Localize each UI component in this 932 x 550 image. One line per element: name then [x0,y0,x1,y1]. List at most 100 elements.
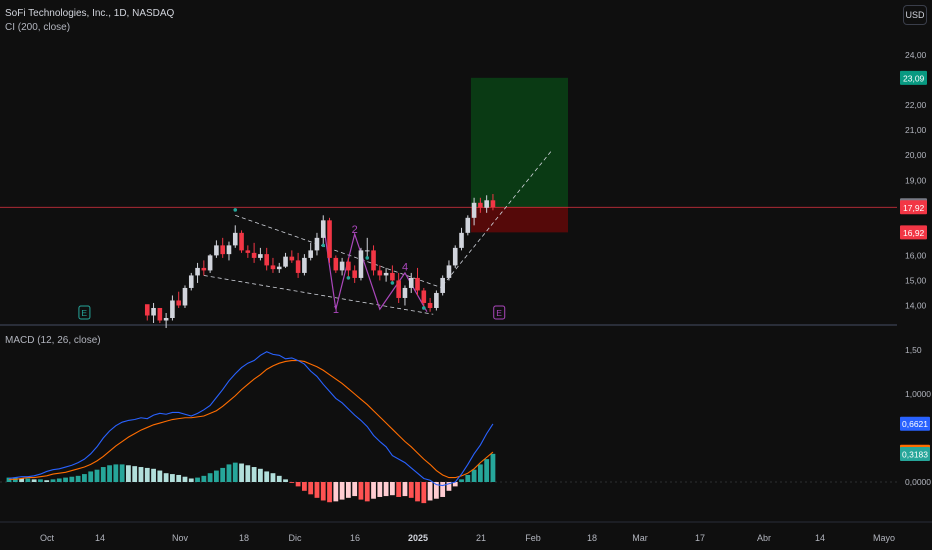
macd-histogram-bar [151,468,156,482]
candle-body [270,265,276,270]
price-tag-label: 17,92 [903,203,925,213]
projection-line [442,149,553,286]
macd-histogram-bar [132,466,138,482]
macd-histogram-bar [264,471,270,482]
macd-histogram-bar [100,467,106,482]
candle-body [295,260,301,273]
price-tag-label: 23,09 [903,73,925,83]
macd-histogram-bar [75,475,81,482]
macd-histogram-bar [44,480,50,482]
candle-body [377,270,383,276]
candle-body [163,318,169,321]
wedge-upper-line [235,214,446,290]
macd-histogram-bar [295,482,301,487]
time-axis-tick: 18 [239,533,249,543]
macd-histogram-bar [144,467,150,482]
candle-body [308,250,313,258]
price-tag-label: 16,92 [903,228,925,238]
macd-histogram-bar [471,469,477,482]
candle-body [314,237,320,251]
macd-histogram-bar [188,478,194,482]
macd-histogram-bar [314,482,320,498]
time-axis-tick: 2025 [408,533,428,543]
macd-histogram-bar [119,464,125,482]
macd-indicator-label[interactable]: MACD (12, 26, close) [5,335,101,346]
time-axis-tick: 21 [476,533,486,543]
macd-histogram-bar [383,482,389,497]
earnings-badge-label: E [496,308,502,318]
candle-body [402,287,408,298]
candle-body [383,272,389,276]
candle-body [302,257,307,273]
time-axis-tick: Feb [525,533,541,543]
candle-body [327,220,332,258]
candle-body [151,307,156,316]
candle-body [276,266,282,270]
macd-histogram-bar [207,473,213,482]
price-axis-tick: 21,00 [905,125,927,135]
macd-histogram-bar [364,482,370,502]
time-axis-tick: Abr [757,533,771,543]
macd-histogram-bar [320,482,326,501]
macd-histogram-bar [170,474,175,482]
price-axis-tick: 16,00 [905,250,927,260]
candle-body [201,267,207,271]
macd-histogram-bar [421,482,427,504]
candle-body [396,280,401,298]
macd-histogram-bar [126,465,131,482]
price-tag [900,200,927,215]
price-axis-tick: 24,00 [905,50,927,60]
time-axis-tick: 16 [350,533,360,543]
macd-histogram-bar [433,482,439,499]
ci-signal-dot [365,256,370,260]
macd-histogram-bar [459,479,464,482]
macd-histogram-bar [358,482,364,500]
currency-button[interactable]: USD [903,5,927,25]
candle-body [258,254,263,258]
candle-body [144,304,150,316]
candle-body [232,232,238,246]
macd-histogram-bar [371,482,376,499]
macd-axis-tick: 0,0000 [905,477,931,487]
macd-histogram-bar [157,470,163,482]
macd-value-tag-label: 0,6621 [902,419,928,429]
macd-histogram-bar [182,476,188,482]
earnings-badge [493,305,506,320]
candle-body [176,300,181,306]
candle-body [170,300,175,318]
macd-histogram-bar [176,474,182,482]
earnings-badge [78,305,91,320]
candle-body [471,202,477,218]
macd-histogram-bar [226,464,232,482]
ci-signal-dot [321,243,326,248]
macd-histogram-bar [484,459,490,482]
macd-histogram-bar [270,473,276,482]
macd-histogram-bar [301,482,307,491]
macd-histogram-bar [63,477,68,482]
candle-body [478,202,483,208]
macd-histogram-bar [402,482,408,497]
macd-histogram-bar [138,467,144,482]
candle-body [434,292,439,308]
macd-histogram-bar [396,482,402,497]
macd-histogram-bar [308,482,314,495]
ci-signal-dot [422,306,426,310]
macd-histogram-bar [251,467,257,482]
candle-body [465,217,471,233]
price-axis-tick: 22,00 [905,100,927,110]
price-tag [900,225,927,240]
macd-histogram-bar [69,476,75,482]
macd-histogram-bar [389,482,395,496]
candle-body [157,307,163,321]
macd-histogram-bar [50,479,56,482]
candle-body [207,255,213,271]
wave-label: 4 [402,262,408,274]
ci-indicator-label[interactable]: CI (200, close) [5,22,71,33]
macd-axis-tick: 1,0000 [905,389,931,399]
earnings-badge-label: E [81,308,87,318]
macd-axis-tick: 1,50 [905,345,922,355]
macd-histogram-bar [427,482,433,501]
price-axis-tick: 20,00 [905,150,927,160]
macd-value-tag [900,446,930,461]
